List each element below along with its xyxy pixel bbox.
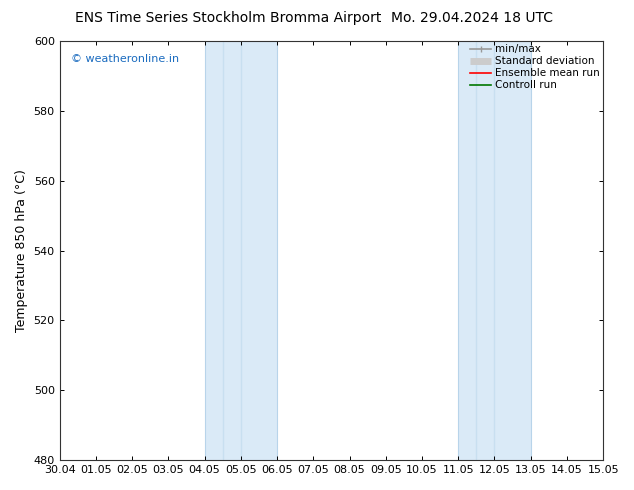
Text: © weatheronline.in: © weatheronline.in — [70, 53, 179, 64]
Bar — [205, 41, 277, 460]
Text: ENS Time Series Stockholm Bromma Airport: ENS Time Series Stockholm Bromma Airport — [75, 11, 382, 25]
Bar — [458, 41, 531, 460]
Y-axis label: Temperature 850 hPa (°C): Temperature 850 hPa (°C) — [15, 169, 28, 332]
Legend: min/max, Standard deviation, Ensemble mean run, Controll run: min/max, Standard deviation, Ensemble me… — [470, 44, 600, 91]
Text: Mo. 29.04.2024 18 UTC: Mo. 29.04.2024 18 UTC — [391, 11, 553, 25]
